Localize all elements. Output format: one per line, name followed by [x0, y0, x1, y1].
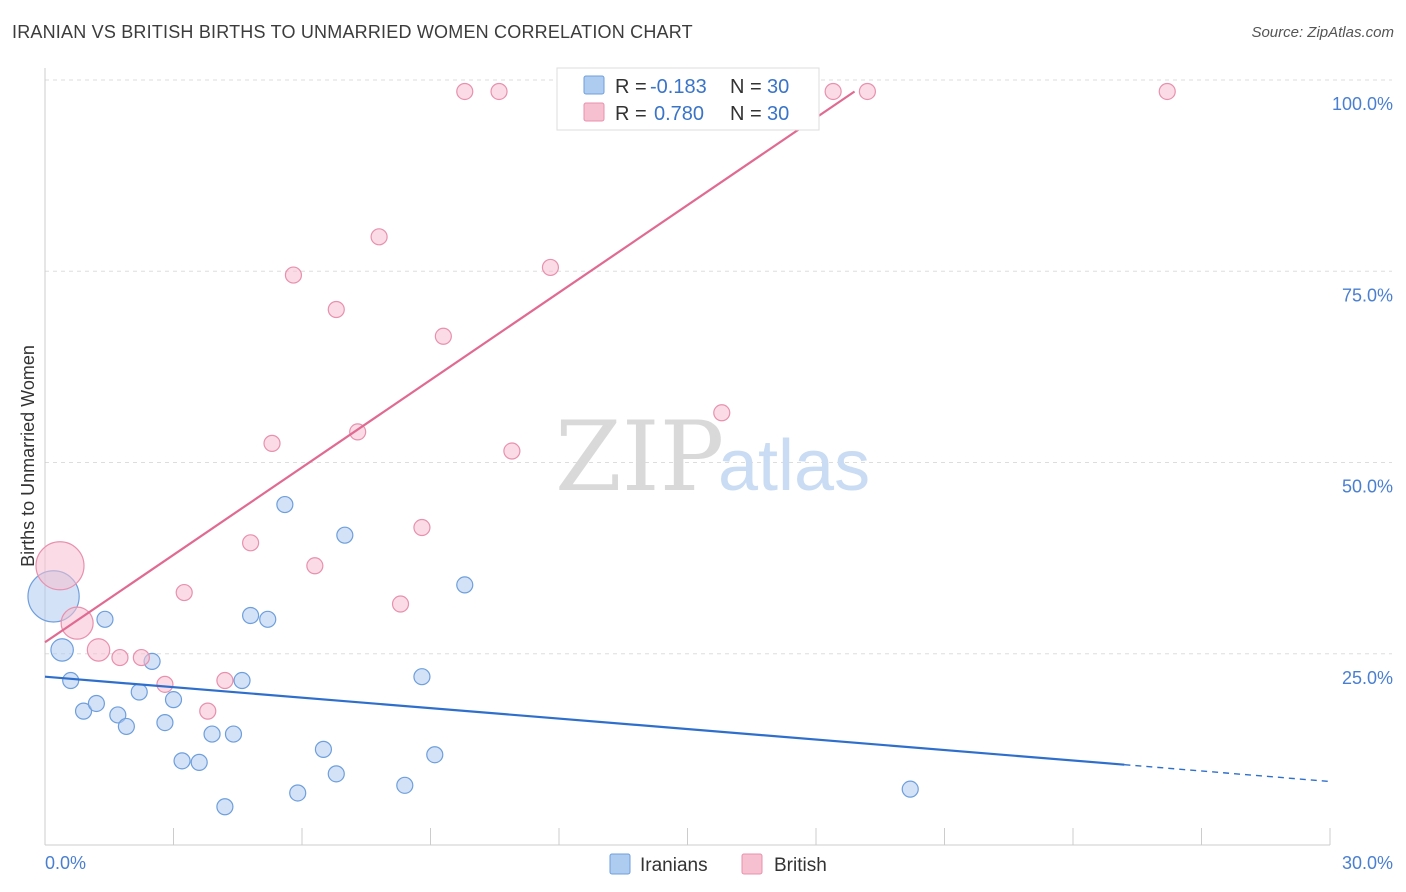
british-point-17	[413, 518, 431, 537]
iranian-point-7	[117, 717, 135, 736]
iranian-point-6	[109, 706, 127, 724]
british-point-6	[175, 583, 193, 602]
british-point-4	[132, 648, 150, 667]
iranian-point-24	[336, 526, 354, 544]
legend-swatch-iranians	[583, 75, 605, 95]
iranian-point-19	[259, 610, 277, 628]
bottom-legend-swatch-iranians	[609, 853, 631, 875]
british-point-2	[86, 638, 111, 662]
y-axis-title: Births to Unmarried Women	[18, 345, 38, 567]
iranian-point-16	[224, 725, 243, 743]
watermark-zip: ZIP	[555, 401, 724, 513]
legend-n-value-iranians: 30	[767, 76, 789, 98]
british-point-3	[111, 648, 129, 667]
legend-n-value-british: 30	[767, 103, 789, 125]
british-point-10	[263, 434, 281, 452]
british-point-25	[713, 404, 731, 422]
british-point-18	[434, 327, 452, 345]
bottom-legend-swatch-british	[741, 853, 763, 875]
british-point-0	[35, 541, 85, 591]
iranian-point-17	[233, 671, 251, 690]
y-tick-label-50: 50.0%	[1342, 477, 1393, 497]
iranian-point-22	[314, 740, 333, 758]
british-point-22	[541, 258, 560, 277]
iranians-trend-line	[44, 675, 1125, 766]
british-point-12	[306, 557, 324, 575]
british-point-21	[503, 442, 521, 460]
grid-lines	[45, 79, 1392, 655]
legend-n-label-british: N =	[730, 103, 762, 125]
x-tick-label-min: 0.0%	[45, 853, 86, 873]
legend-n-label-iranians: N =	[730, 76, 762, 98]
y-tick-label-100: 100.0%	[1332, 94, 1393, 114]
iranian-point-10	[156, 713, 174, 732]
y-tick-label-75: 75.0%	[1342, 285, 1393, 305]
iranian-point-27	[426, 746, 444, 764]
legend-swatch-british	[583, 102, 605, 122]
british-point-27	[858, 82, 877, 101]
iranian-point-13	[190, 753, 208, 771]
iranian-point-23	[327, 765, 345, 783]
iranian-point-12	[173, 752, 191, 770]
iranian-point-14	[203, 725, 221, 743]
iranian-point-20	[276, 495, 294, 514]
iranian-point-11	[164, 691, 183, 709]
iranian-point-3	[74, 702, 93, 720]
british-point-20	[490, 82, 508, 101]
x-tick-label-max: 30.0%	[1342, 853, 1393, 873]
watermark-atlas: atlas	[718, 426, 870, 506]
british-point-8	[216, 671, 234, 690]
british-point-15	[370, 228, 388, 246]
iranians-trend-line-extension	[1124, 763, 1331, 783]
british-point-28	[1158, 82, 1176, 101]
iranian-point-28	[456, 576, 474, 594]
british-point-16	[391, 595, 410, 613]
iranian-point-8	[130, 683, 148, 701]
watermark: ZIP atlas	[555, 401, 870, 513]
iranian-point-21	[289, 784, 307, 802]
british-point-26	[824, 82, 842, 101]
british-point-5	[156, 675, 174, 693]
x-ticks	[44, 828, 1331, 845]
iranian-point-15	[216, 798, 234, 816]
iranian-point-26	[413, 668, 431, 686]
bottom-legend-iranians: Iranians	[640, 855, 708, 876]
iranian-point-29	[901, 780, 919, 798]
iranian-point-18	[242, 606, 260, 625]
iranian-point-2	[62, 671, 80, 690]
british-point-7	[199, 702, 217, 720]
legend-r-label-iranians: R =	[615, 76, 647, 98]
x-tick-labels: 0.0% 30.0%	[45, 853, 1393, 873]
chart-title: IRANIAN VS BRITISH BIRTHS TO UNMARRIED W…	[12, 22, 693, 42]
iranian-point-25	[396, 776, 414, 794]
british-point-9	[242, 534, 260, 552]
british-point-13	[327, 300, 345, 319]
bottom-legend-british: British	[774, 855, 827, 876]
source-label: Source: ZipAtlas.com	[1251, 24, 1394, 41]
iranian-point-4	[87, 694, 106, 713]
y-tick-labels: 25.0% 50.0% 75.0% 100.0%	[1332, 94, 1393, 688]
series-legend: Iranians British	[609, 853, 827, 876]
trend-lines	[44, 90, 1331, 783]
iranian-point-1	[50, 638, 74, 662]
british-point-11	[284, 266, 303, 284]
correlation-legend: R = -0.183 N = 30 R = 0.780 N = 30	[556, 67, 820, 131]
legend-r-value-british: 0.780	[654, 103, 704, 125]
british-trend-line	[44, 90, 856, 644]
legend-r-value-iranians: -0.183	[650, 76, 707, 98]
iranian-point-5	[96, 610, 114, 628]
y-tick-label-25: 25.0%	[1342, 668, 1393, 688]
iranians-points	[27, 495, 919, 816]
legend-r-label-british: R =	[615, 103, 647, 125]
british-point-19	[456, 82, 474, 101]
